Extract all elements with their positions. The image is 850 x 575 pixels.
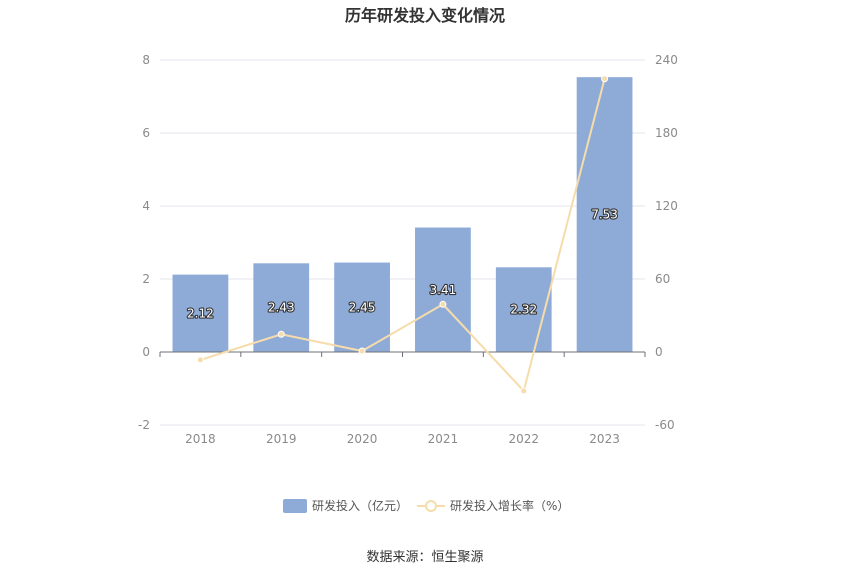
y-left-tick-label: -2 [138,418,150,432]
source-note: 数据来源：恒生聚源 [366,550,484,565]
legend-bar-label: 研发投入（亿元） [312,498,408,513]
y-right-tick-label: 0 [655,345,663,359]
chart-canvas: -2 0 2 4 6 8 -60 0 60 120 180 240 2018 2019 2020 2021 20… [138,53,678,513]
chart-title: 历年研发投入变化情况 [344,6,505,25]
bar-data-label: 7.53 [591,208,618,222]
bar [172,274,229,352]
x-tick-label: 2021 [428,432,459,446]
y-left-tick-label: 6 [142,126,150,140]
bar-data-label: 2.32 [510,303,537,317]
y-right-tick-label: -60 [655,418,675,432]
y-right-tick-label: 120 [655,199,678,213]
bar-data-label: 3.41 [430,283,457,297]
growth-rate-line [200,78,606,393]
x-tick-label: 2019 [266,432,297,446]
x-tick-label: 2023 [589,432,620,446]
y-left-tick-label: 4 [142,199,150,213]
growth-rate-point [439,300,447,308]
y-right-tick-label: 180 [655,126,678,140]
x-tick-label: 2020 [347,432,378,446]
legend-line-label: 研发投入增长率（%） [450,498,569,513]
y-right-tick-label: 240 [655,53,678,67]
bar-data-label: 2.45 [349,300,376,314]
y-left-tick-label: 0 [142,345,150,359]
bar [334,262,390,352]
growth-rate-point [196,356,204,364]
legend-line-marker [425,500,437,512]
growth-rate-point [601,75,609,83]
y-left-tick-label: 8 [142,53,150,67]
growth-rate-point [277,330,285,338]
y-right-tick-label: 60 [655,272,670,286]
bar-data-label: 2.43 [268,301,295,315]
bar [415,227,471,352]
bar [495,267,552,352]
y-left-tick-label: 2 [142,272,150,286]
growth-rate-point [520,387,528,395]
bar [576,77,633,352]
bar-data-label: 2.12 [187,306,214,320]
legend-bar-swatch [283,499,307,513]
x-tick-label: 2022 [508,432,539,446]
x-tick-label: 2018 [185,432,216,446]
growth-rate-point [358,347,366,355]
